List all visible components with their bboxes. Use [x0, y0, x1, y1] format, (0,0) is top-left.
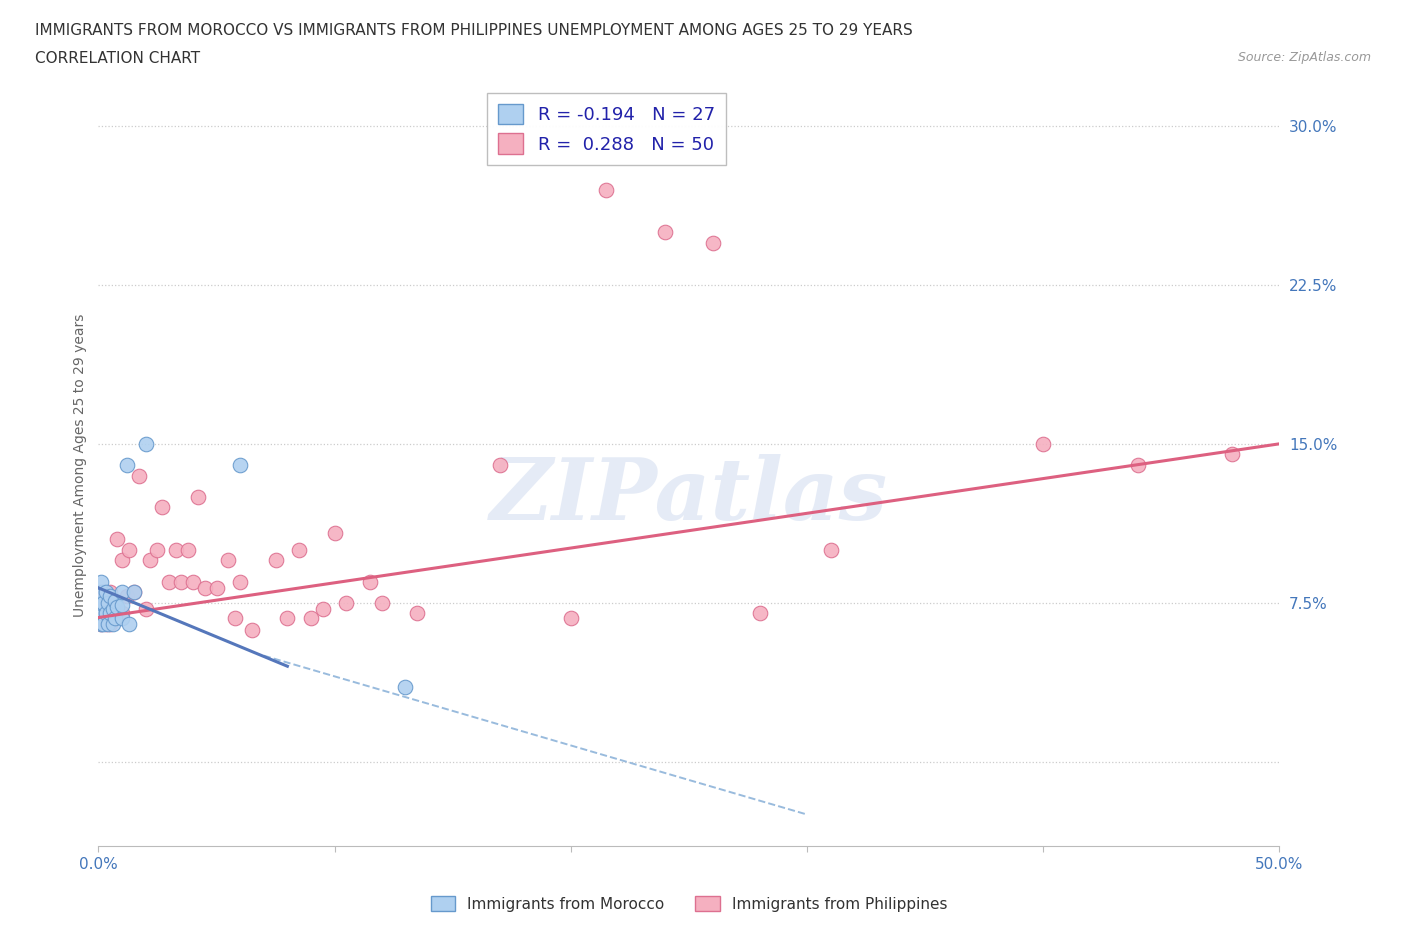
- Point: [299, 610, 322, 625]
- Text: IMMIGRANTS FROM MOROCCO VS IMMIGRANTS FROM PHILIPPINES UNEMPLOYMENT AMONG AGES 2: IMMIGRANTS FROM MOROCCO VS IMMIGRANTS FR…: [35, 23, 912, 38]
- Point: [97, 595, 120, 610]
- Point: [371, 595, 394, 610]
- Point: [181, 574, 204, 589]
- Point: [118, 542, 141, 557]
- Legend: Immigrants from Morocco, Immigrants from Philippines: Immigrants from Morocco, Immigrants from…: [425, 890, 953, 918]
- Point: [165, 542, 187, 557]
- Point: [224, 610, 246, 625]
- Point: [91, 585, 114, 600]
- Point: [359, 574, 381, 589]
- Point: [97, 617, 120, 631]
- Point: [205, 580, 228, 595]
- Point: [276, 610, 298, 625]
- Point: [406, 605, 429, 620]
- Point: [94, 585, 117, 600]
- Point: [111, 597, 134, 612]
- Point: [111, 585, 134, 600]
- Point: [105, 532, 128, 547]
- Point: [240, 623, 263, 638]
- Point: [1220, 447, 1243, 462]
- Point: [288, 542, 311, 557]
- Point: [135, 602, 157, 617]
- Point: [229, 574, 252, 589]
- Point: [187, 489, 209, 504]
- Point: [122, 585, 145, 600]
- Point: [98, 617, 121, 631]
- Point: [90, 617, 112, 631]
- Point: [91, 605, 114, 620]
- Point: [91, 595, 114, 610]
- Point: [394, 680, 416, 695]
- Point: [91, 617, 114, 631]
- Point: [118, 617, 141, 631]
- Point: [135, 436, 157, 451]
- Point: [104, 593, 127, 608]
- Point: [139, 552, 162, 567]
- Text: Source: ZipAtlas.com: Source: ZipAtlas.com: [1237, 51, 1371, 64]
- Point: [115, 458, 138, 472]
- Point: [111, 552, 134, 567]
- Point: [489, 458, 512, 472]
- Point: [264, 552, 287, 567]
- Y-axis label: Unemployment Among Ages 25 to 29 years: Unemployment Among Ages 25 to 29 years: [73, 313, 87, 617]
- Point: [98, 589, 121, 604]
- Point: [111, 605, 134, 620]
- Point: [157, 574, 180, 589]
- Point: [654, 224, 676, 239]
- Point: [820, 542, 842, 557]
- Point: [1032, 436, 1054, 451]
- Point: [111, 610, 134, 625]
- Point: [94, 605, 117, 620]
- Text: CORRELATION CHART: CORRELATION CHART: [35, 51, 200, 66]
- Point: [98, 605, 121, 620]
- Point: [90, 605, 112, 620]
- Point: [177, 542, 200, 557]
- Point: [702, 235, 724, 250]
- Point: [90, 574, 112, 589]
- Point: [217, 552, 239, 567]
- Point: [90, 595, 112, 610]
- Point: [101, 602, 124, 617]
- Point: [170, 574, 193, 589]
- Point: [122, 585, 145, 600]
- Point: [560, 610, 582, 625]
- Point: [104, 610, 127, 625]
- Point: [194, 580, 217, 595]
- Text: ZIPatlas: ZIPatlas: [489, 454, 889, 538]
- Legend: R = -0.194   N = 27, R =  0.288   N = 50: R = -0.194 N = 27, R = 0.288 N = 50: [486, 93, 725, 166]
- Point: [595, 182, 617, 197]
- Point: [748, 605, 770, 620]
- Point: [90, 595, 112, 610]
- Point: [90, 617, 112, 631]
- Point: [98, 585, 121, 600]
- Point: [94, 617, 117, 631]
- Point: [1126, 458, 1149, 472]
- Point: [335, 595, 357, 610]
- Point: [150, 500, 173, 515]
- Point: [101, 617, 124, 631]
- Point: [105, 600, 128, 615]
- Point: [229, 458, 252, 472]
- Point: [90, 585, 112, 600]
- Point: [115, 589, 138, 604]
- Point: [312, 602, 335, 617]
- Point: [146, 542, 169, 557]
- Point: [128, 468, 150, 483]
- Point: [323, 525, 346, 540]
